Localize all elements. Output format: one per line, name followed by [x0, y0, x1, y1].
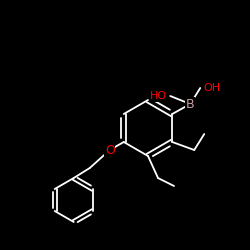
Text: HO: HO — [150, 91, 167, 101]
Text: O: O — [105, 144, 115, 156]
Text: OH: OH — [203, 83, 220, 93]
Text: B: B — [186, 98, 194, 110]
